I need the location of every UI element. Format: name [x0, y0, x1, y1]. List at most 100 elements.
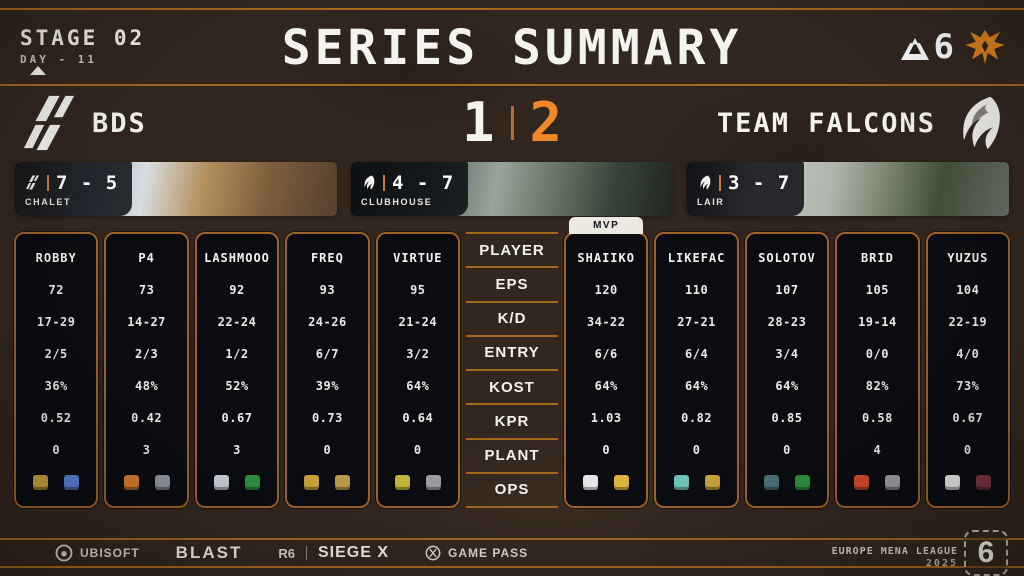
falcons-mini-logo — [364, 175, 375, 190]
player-name: LIKEFAC — [667, 251, 726, 265]
ops-icons — [749, 466, 825, 498]
operator-icon — [244, 474, 260, 490]
stat-kpr: 0.82 — [681, 411, 713, 425]
stat-kost: 64% — [594, 379, 618, 393]
stat-kpr: 0.85 — [771, 411, 803, 425]
blast-r6-logo: 6 — [898, 30, 954, 64]
stat-eps: 95 — [410, 283, 426, 297]
falcons-mini-logo — [700, 175, 711, 190]
stat-eps: 104 — [956, 283, 980, 297]
map-card-lair: 3 - 7 LAIR — [687, 162, 1009, 216]
stat-entry: 6/4 — [685, 347, 709, 361]
map-score: 7 - 5 — [56, 171, 119, 194]
operator-icon — [304, 474, 320, 490]
player-name: SOLOTOV — [758, 251, 816, 265]
stat-plant: 0 — [413, 443, 422, 457]
stat-kost: 64% — [775, 379, 799, 393]
logo-separator — [305, 546, 307, 560]
operator-icon — [944, 474, 960, 490]
map-chip: 7 - 5 CHALET — [15, 162, 133, 216]
stat-plant: 0 — [52, 443, 61, 457]
blast-sponsor-logo: BLAST — [176, 543, 243, 563]
stat-entry: 2/5 — [44, 347, 68, 361]
map-name: CLUBHOUSE — [361, 196, 433, 207]
stat-kd: 14-27 — [127, 315, 166, 329]
player-card-virtue: VIRTUE 95 21-24 3/2 64% 0.64 0 — [375, 232, 460, 508]
sponsor-bar: UBISOFT BLAST R6 SIEGE X GAME PASS — [0, 540, 1024, 566]
league-block: EUROPE MENA LEAGUE 2025 — [832, 546, 958, 569]
chip-divider — [47, 174, 49, 191]
stat-kost: 64% — [406, 379, 430, 393]
player-name: FREQ — [310, 251, 344, 265]
footer-bottom-line — [0, 566, 1024, 568]
player-card-freq: FREQ 93 24-26 6/7 39% 0.73 0 — [285, 232, 370, 508]
operator-icon — [154, 474, 170, 490]
blast-triangle-icon — [900, 34, 929, 60]
blast-label: BLAST — [175, 543, 243, 562]
stat-plant: 0 — [783, 443, 791, 457]
operator-icon — [885, 474, 901, 490]
team-right: TEAM FALCONS — [717, 88, 1006, 158]
score-divider — [510, 106, 514, 140]
operator-icon — [704, 474, 720, 490]
stat-eps: 105 — [865, 283, 889, 297]
pointer-triangle — [30, 66, 46, 75]
team-right-name: TEAM FALCONS — [716, 107, 936, 139]
operator-icon — [975, 474, 991, 490]
league-label: EUROPE MENA LEAGUE — [831, 546, 958, 557]
map-score: 3 - 7 — [728, 171, 791, 194]
chip-divider — [719, 174, 721, 191]
stat-kpr: 1.03 — [590, 411, 622, 425]
six-badge: 6 — [964, 530, 1008, 576]
stat-entry: 3/4 — [775, 347, 799, 361]
stat-kd: 21-24 — [398, 315, 438, 329]
stat-kost: 39% — [315, 379, 339, 393]
stat-kd: 19-14 — [858, 315, 897, 329]
operator-icon — [425, 474, 441, 490]
r6-siegex-logo: R6 SIEGE X — [278, 544, 389, 562]
stats-grid: ROBBY 72 17-29 2/5 36% 0.52 0 P4 73 14-2… — [14, 217, 1010, 508]
league-year: 2025 — [925, 558, 958, 569]
map-results: 7 - 5 CHALET 4 - 7 CLUBHOUSE 3 - 7 — [15, 162, 1009, 216]
stat-eps: 73 — [138, 283, 155, 297]
operator-icon — [794, 474, 810, 490]
footer-top-line — [0, 538, 1024, 540]
operator-icon — [394, 474, 410, 490]
player-card-p4: P4 73 14-27 2/3 48% 0.42 3 — [104, 232, 189, 508]
stat-kd: 22-19 — [948, 315, 988, 329]
ops-icons — [568, 466, 644, 498]
label-entry: ENTRY — [466, 337, 558, 371]
player-card-likefac: LIKEFAC 110 27-21 6/4 64% 0.82 0 — [654, 232, 739, 508]
stat-kpr: 0.42 — [131, 411, 163, 425]
blast-six-label: 6 — [933, 27, 954, 67]
top-divider-line — [0, 8, 1024, 10]
operator-icon — [64, 474, 80, 490]
operator-icon — [33, 474, 49, 490]
stat-eps: 92 — [229, 283, 245, 297]
ubisoft-swirl-icon — [55, 544, 73, 562]
stat-kd: 22-24 — [217, 315, 257, 329]
header-logos: 6 — [898, 26, 1006, 68]
operator-icon — [763, 474, 779, 490]
stage-block: STAGE 02 DAY - 11 — [20, 26, 145, 66]
player-name: SHAIIKO — [577, 251, 635, 265]
stat-kd: 24-26 — [308, 315, 347, 329]
operator-icon — [673, 474, 689, 490]
label-ops: OPS — [466, 474, 558, 508]
label-kost: KOST — [466, 371, 558, 406]
falcons-team-logo — [963, 96, 1000, 150]
stat-entry: 0/0 — [865, 347, 889, 361]
ubisoft-logo: UBISOFT — [55, 544, 140, 562]
stat-kost: 48% — [135, 379, 159, 393]
player-card-lashmooo: LASHMOOO 92 22-24 1/2 52% 0.67 3 — [194, 232, 280, 508]
stat-plant: 0 — [963, 443, 972, 457]
stat-kpr: 0.67 — [221, 411, 253, 425]
team-left: BDS — [20, 88, 147, 158]
stat-kost: 52% — [225, 379, 249, 393]
operator-icon — [854, 474, 870, 490]
player-name: P4 — [138, 251, 155, 265]
ubisoft-label: UBISOFT — [80, 546, 140, 560]
stat-kost: 64% — [685, 379, 709, 393]
stat-eps: 120 — [594, 283, 618, 297]
map-card-clubhouse: 4 - 7 CLUBHOUSE — [351, 162, 673, 216]
